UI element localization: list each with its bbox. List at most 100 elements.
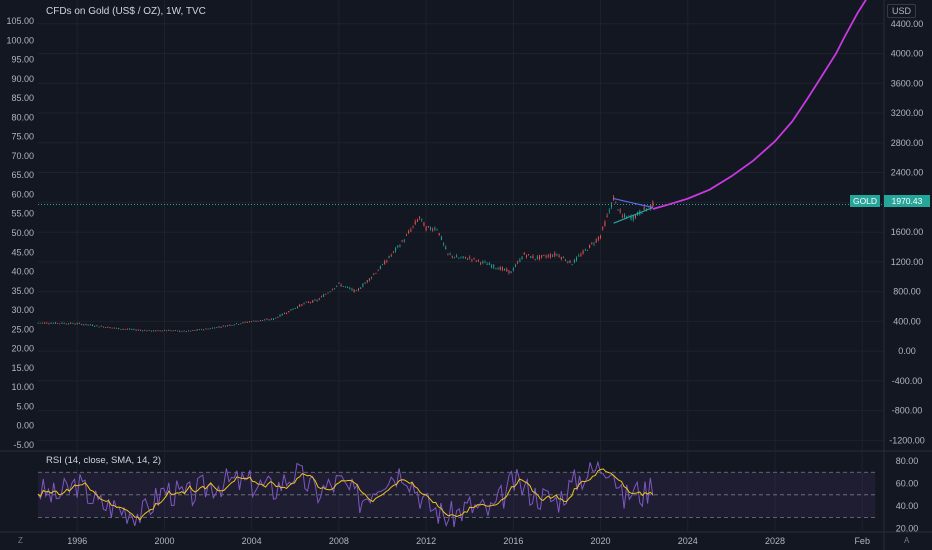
candle-body [100,325,102,327]
candle-body [196,329,198,331]
candle-body [488,263,490,265]
candle-body [139,330,141,331]
candle-body [272,318,274,320]
candle-body [305,301,307,303]
candle-body [480,262,482,264]
candle-body [270,318,272,320]
currency-unit-label[interactable]: USD [886,4,916,18]
candle-body [118,327,120,330]
candle-body [338,282,340,284]
candle-body [554,253,556,256]
candle-body [416,219,418,222]
candle-body [142,330,144,332]
candle-body [645,208,647,210]
projection-curve [652,0,867,210]
candle-body [425,226,427,231]
triangle-lower-trendline [613,206,654,224]
candle-body [379,266,381,269]
x-tick-label: 2012 [416,536,436,546]
candle-body [545,256,547,258]
left-axis-tick-label: 20.00 [11,344,34,354]
candle-body [115,327,117,329]
candle-body [170,330,172,332]
left-axis-tick-label: 35.00 [11,286,34,296]
candle-body [567,261,569,263]
rsi-axis-tick-label: 20.00 [896,524,919,534]
candle-body [233,324,235,326]
candle-body [344,286,346,288]
candle-body [249,321,250,323]
candle-body [54,322,56,324]
candle-body [124,329,126,330]
candle-body [222,325,224,327]
candle-body [39,322,41,324]
candle-body [390,255,392,256]
candle-body [497,268,499,270]
candle-body [231,325,233,326]
candle-body [299,304,301,307]
candle-body [146,330,148,332]
candle-body [436,229,438,231]
x-tick-label: 1996 [67,536,87,546]
candle-body [362,284,364,287]
candle-body [190,330,192,332]
candle-body [277,317,279,318]
candle-body [401,240,403,242]
candle-body [336,285,338,287]
candle-body [214,327,216,329]
candle-body [506,269,508,271]
candle-body [85,323,87,325]
candle-body [288,310,290,313]
x-tick-label: 2028 [765,536,785,546]
candle-body [229,324,231,326]
candle-body [220,327,222,328]
candle-body [205,328,207,330]
candle-body [81,323,83,325]
x-tick-label: 2024 [678,536,698,546]
candle-body [255,320,257,322]
rsi-axis-tick-label: 60.00 [896,479,919,489]
candle-body [371,277,373,279]
candle-body [323,294,325,297]
log-scale-toggle[interactable]: Z [18,536,23,545]
candle-body [573,259,575,263]
candle-body [96,325,98,327]
candle-body [499,267,501,271]
candle-body [242,322,244,324]
candle-body [475,260,477,262]
rsi-legend-label[interactable]: RSI (14, close, SMA, 14, 2) [46,455,162,466]
candle-body [181,331,183,333]
candle-body [473,258,475,259]
candle-body [606,215,608,217]
candle-body [301,304,303,306]
candle-body [163,330,165,331]
last-price-tag: 1970.43 [884,195,930,207]
candle-body [327,292,329,294]
candle-body [386,260,388,262]
candle-body [318,298,320,300]
candle-body [484,261,486,263]
candle-body [157,330,159,331]
candle-body [519,259,521,262]
auto-scale-toggle[interactable]: A [904,536,910,545]
right-axis-tick-label: 4400.00 [891,19,924,29]
x-tick-label: 2000 [154,536,174,546]
candle-body [458,257,460,259]
candle-body [227,325,229,327]
candle-body [534,258,536,260]
candle-body [491,265,493,268]
right-axis-tick-label: -800.00 [892,406,923,416]
candle-body [432,229,434,231]
x-tick-label: 2004 [242,536,262,546]
candle-body [541,255,543,258]
candle-body [153,330,155,332]
left-axis-tick-label: 55.00 [11,209,34,219]
left-axis-tick-label: 65.00 [11,170,34,180]
candle-body [342,286,344,287]
candle-body [608,210,610,212]
candle-body [615,201,617,203]
candle-body [652,201,654,207]
candle-body [634,215,636,218]
